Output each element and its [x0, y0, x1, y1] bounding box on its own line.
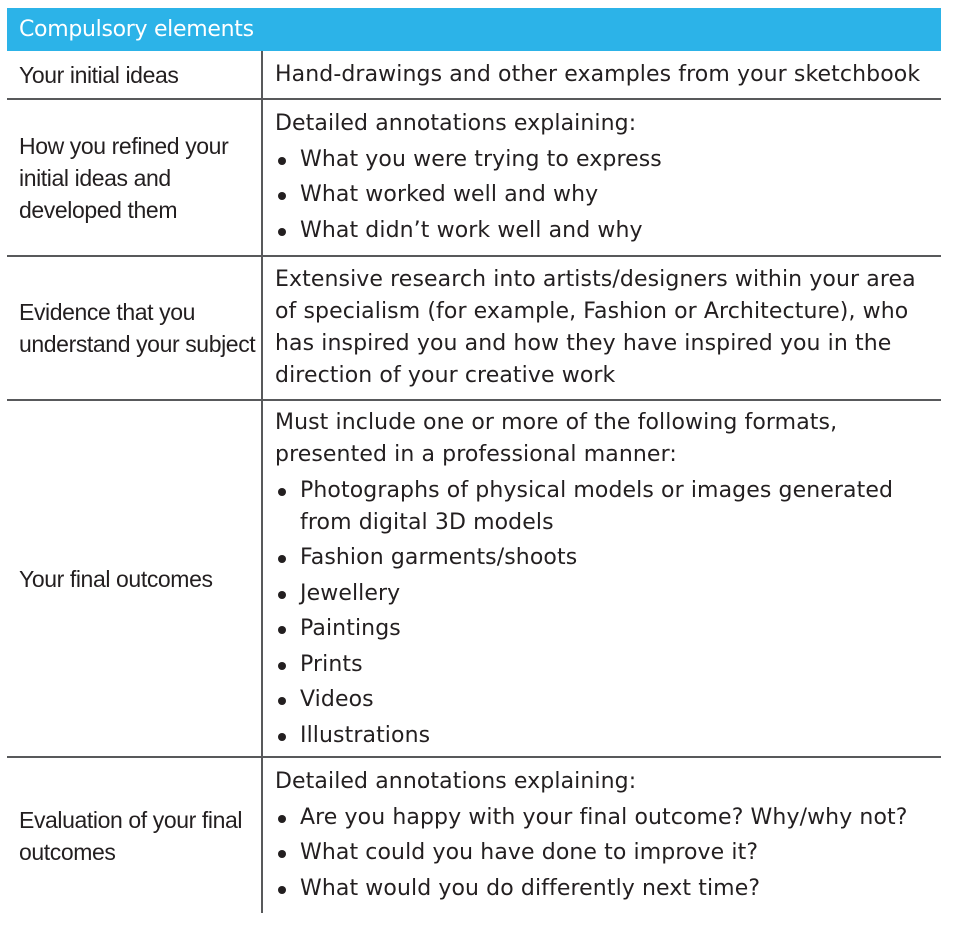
element-description: Detailed annotations explaining: Are you … — [275, 758, 931, 913]
element-label-text: Evaluation of your final outcomes — [19, 806, 243, 865]
bullet-item: What would you do differently next time? — [275, 873, 931, 905]
column-divider — [261, 401, 263, 758]
element-label: How you refined your initial ideas and d… — [19, 100, 259, 255]
element-label: Evidence that you understand your subjec… — [19, 257, 259, 399]
bullet-item: Paintings — [275, 613, 931, 645]
table-row: Evaluation of your final outcomes Detaile… — [7, 758, 941, 913]
bullet-item: Videos — [275, 684, 931, 716]
description-bullets: Are you happy with your final outcome? W… — [275, 798, 931, 905]
bullet-item: Jewellery — [275, 578, 931, 610]
element-label-text: Evidence that you understand your subjec… — [19, 299, 256, 357]
column-divider — [261, 51, 263, 100]
bullet-item: Are you happy with your final outcome? W… — [275, 802, 931, 834]
description-intro: Detailed annotations explaining: — [275, 111, 637, 137]
table-row: How you refined your initial ideas and d… — [7, 100, 941, 257]
table-row: Evidence that you understand your subjec… — [7, 257, 941, 401]
element-label-text: How you refined your initial ideas and d… — [19, 132, 229, 223]
element-label: Your final outcomes — [19, 401, 259, 756]
element-label: Your initial ideas — [19, 51, 259, 98]
description-intro: Detailed annotations explaining: — [275, 769, 637, 795]
element-label-text: Your initial ideas — [19, 61, 179, 88]
description-intro: Extensive research into artists/designer… — [275, 267, 916, 388]
description-intro: Hand-drawings and other examples from yo… — [275, 61, 921, 87]
bullet-item: Illustrations — [275, 720, 931, 752]
column-divider — [261, 257, 263, 401]
bullet-item: Photographs of physical models or images… — [275, 475, 931, 539]
element-description: Detailed annotations explaining: What you… — [275, 100, 931, 255]
element-description: Extensive research into artists/designer… — [275, 257, 931, 399]
element-label: Evaluation of your final outcomes — [19, 758, 259, 913]
element-label-text: Your final outcomes — [19, 565, 213, 592]
bullet-item: What worked well and why — [275, 179, 931, 211]
description-intro: Must include one or more of the followin… — [275, 410, 838, 468]
table-header: Compulsory elements — [7, 8, 941, 51]
column-divider — [261, 758, 263, 913]
table-row: Your final outcomes Must include one or m… — [7, 401, 941, 758]
table-row: Your initial ideas Hand-drawings and othe… — [7, 51, 941, 100]
element-description: Must include one or more of the followin… — [275, 401, 931, 756]
bullet-item: Prints — [275, 649, 931, 681]
bullet-item: Fashion garments/shoots — [275, 542, 931, 574]
bullet-item: What you were trying to express — [275, 144, 931, 176]
description-bullets: Photographs of physical models or images… — [275, 471, 931, 752]
element-description: Hand-drawings and other examples from yo… — [275, 51, 931, 98]
description-bullets: What you were trying to express What work… — [275, 140, 931, 247]
bullet-item: What didn’t work well and why — [275, 215, 931, 247]
bullet-item: What could you have done to improve it? — [275, 837, 931, 869]
column-divider — [261, 100, 263, 257]
